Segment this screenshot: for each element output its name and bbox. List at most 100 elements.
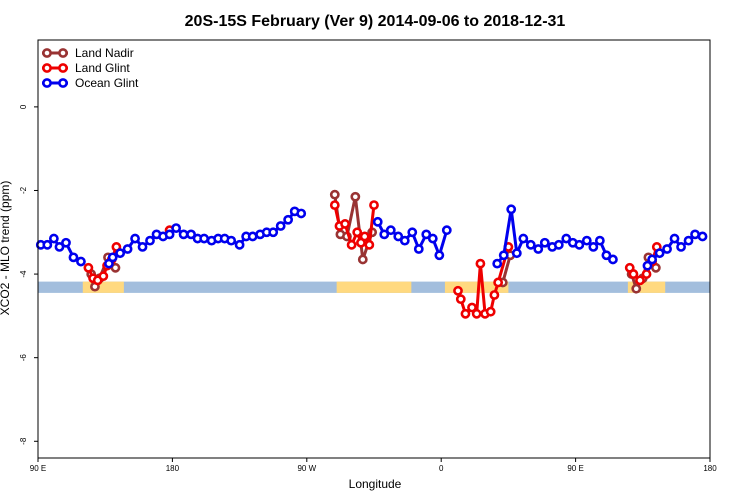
data-point-2-3-12 [574,239,585,250]
data-point-2-1-4 [130,233,140,244]
data-point-2-1-6 [145,235,155,246]
data-point-2-2-5 [407,227,418,238]
data-point-2-1-12 [186,229,196,240]
plot-frame [37,39,711,459]
land-band-3 [627,281,666,293]
data-point-1-2-8 [369,200,379,211]
x-tick-label-1: 180 [166,464,180,473]
data-point-2-3-0 [492,258,503,269]
data-point-1-3-0 [453,285,463,296]
data-point-2-3-16 [601,250,612,261]
legend-label-2: Ocean Glint [75,76,139,90]
legend-marker-0 [42,48,52,58]
data-point-2-1-3 [122,244,133,254]
data-point-2-1-11 [178,229,189,240]
legend-marker-b-1 [58,63,68,73]
series-land-glint [83,200,662,319]
land-band-1 [336,281,412,293]
y-tick-label-4: -8 [19,437,28,445]
x-tick-label-2: 90 W [297,464,316,473]
data-point-2-2-2 [385,225,396,236]
data-point-2-2-0 [372,216,383,227]
series-ocean-glint [35,204,708,271]
data-point-2-1-24 [268,227,279,238]
data-point-2-3-14 [588,242,599,252]
data-point-2-1-28 [296,208,307,219]
data-point-2-1-25 [275,221,286,231]
data-series [35,189,708,319]
legend-marker-1 [42,63,52,73]
data-point-2-3-6 [533,244,544,254]
x-tick-label-5: 180 [703,464,717,473]
land-band-0 [82,281,124,293]
data-point-0-1-4 [357,254,368,265]
data-point-2-1-1 [107,252,118,263]
x-axis-label: Longitude [349,477,402,491]
surface-type-band [38,281,710,293]
data-point-2-0-6 [76,256,86,267]
data-point-1-0-0 [83,262,94,273]
data-point-2-1-9 [164,229,175,240]
data-point-1-3-1 [455,294,466,305]
data-point-2-3-7 [539,237,550,248]
data-point-2-4-4 [669,233,680,244]
data-point-1-3-4 [471,308,482,319]
data-point-1-3-5 [475,258,486,269]
data-point-1-4-3 [641,269,652,279]
data-point-2-4-8 [697,231,708,242]
data-point-2-0-5 [68,252,79,263]
data-point-1-3-2 [460,308,471,319]
data-point-2-1-26 [283,214,294,225]
x-tick-label-0: 90 E [30,464,46,473]
legend-marker-b-0 [58,48,68,58]
y-tick-label-3: -6 [19,354,28,362]
data-point-0-1-3 [350,191,361,202]
data-point-1-2-7 [364,239,375,250]
data-point-2-1-10 [171,223,182,233]
data-point-2-4-6 [683,235,694,246]
data-point-2-3-10 [561,233,572,244]
data-point-1-2-4 [352,227,363,238]
axes: 90 E 180 90 W 0 90 E 180 0 -2 -4 -6 -8 [19,104,717,473]
legend-label-0: Land Nadir [75,46,134,60]
data-point-2-0-2 [48,233,59,244]
data-point-2-1-2 [115,248,126,259]
y-axis-label: XCO2 - MLO trend (ppm) [0,181,12,316]
data-point-2-3-13 [581,235,592,246]
x-tick-label-3: 0 [439,464,444,473]
legend-marker-b-2 [58,78,68,88]
data-point-2-0-1 [42,239,53,250]
data-point-1-2-3 [346,239,357,250]
data-point-2-4-5 [676,242,686,252]
y-tick-label-2: -4 [19,270,28,278]
y-tick-label-0: 0 [19,104,28,109]
data-point-2-3-5 [525,239,536,250]
data-point-2-2-6 [413,244,424,254]
data-point-1-4-2 [635,275,645,286]
data-point-2-3-9 [553,239,564,250]
data-point-2-4-0 [642,260,653,271]
data-point-1-3-3 [467,302,477,313]
data-point-2-3-3 [511,248,522,259]
data-point-2-4-1 [647,254,658,265]
data-point-2-1-5 [137,242,148,252]
data-point-0-0-4 [110,262,121,273]
data-point-2-0-4 [61,237,71,248]
data-point-0-1-0 [329,189,340,200]
legend-label-1: Land Glint [75,61,130,75]
data-point-1-3-8 [489,290,500,300]
data-point-2-3-4 [518,233,529,244]
data-point-2-4-7 [690,229,700,240]
y-tick-label-1: -2 [19,186,28,194]
data-point-2-2-7 [421,229,432,240]
data-point-2-2-1 [379,229,390,240]
legend-marker-2 [42,78,52,88]
data-point-1-4-1 [628,269,639,279]
data-point-2-3-17 [608,254,618,265]
data-point-2-2-3 [393,231,404,242]
data-point-1-2-2 [340,219,350,229]
data-point-1-0-3 [98,271,109,282]
data-point-2-1-19 [234,239,245,250]
